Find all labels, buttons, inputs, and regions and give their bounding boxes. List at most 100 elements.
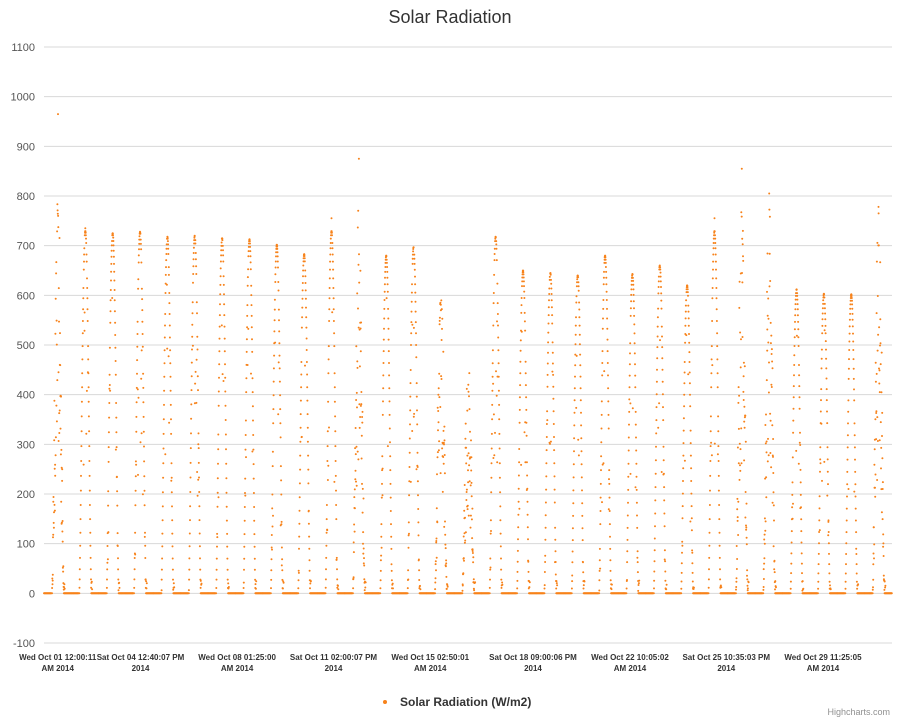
data-point (408, 494, 411, 497)
credits-link[interactable]: Highcharts.com (827, 707, 890, 717)
data-point (381, 482, 383, 485)
data-point (470, 495, 473, 498)
data-point (407, 521, 410, 524)
data-point (737, 500, 740, 503)
data-point (276, 247, 279, 250)
data-point (361, 410, 364, 413)
data-point (793, 328, 796, 331)
data-point (81, 386, 84, 389)
data-point (544, 501, 547, 504)
data-point (389, 441, 391, 444)
data-point (272, 408, 275, 411)
data-point (800, 541, 803, 544)
data-point (574, 353, 577, 356)
data-point (223, 337, 226, 340)
data-point (244, 477, 247, 480)
data-point (353, 530, 356, 533)
data-point (765, 379, 768, 382)
legend[interactable]: Solar Radiation (W/m2) (383, 695, 531, 709)
data-point (790, 552, 793, 555)
data-point (390, 535, 393, 538)
data-point (528, 581, 531, 584)
data-point (251, 350, 254, 353)
data-point (252, 477, 255, 480)
data-point (882, 533, 885, 536)
data-point (57, 287, 60, 290)
data-point (300, 435, 303, 438)
data-point (244, 448, 247, 451)
data-point (198, 505, 201, 508)
data-point (518, 408, 521, 411)
data-point (136, 333, 139, 335)
data-point (874, 495, 877, 498)
data-point (134, 504, 137, 507)
data-point (388, 427, 391, 430)
data-point (552, 423, 555, 425)
legend-item-label[interactable]: Solar Radiation (W/m2) (400, 695, 531, 709)
data-point (685, 334, 688, 337)
data-point (305, 337, 308, 340)
data-point (215, 557, 218, 560)
data-point (684, 304, 687, 307)
data-point (715, 297, 718, 300)
data-point (277, 361, 280, 364)
data-point (333, 332, 336, 335)
data-point (607, 427, 610, 430)
data-point (881, 457, 884, 460)
data-point (444, 520, 446, 523)
data-point (743, 405, 746, 408)
data-point (527, 570, 530, 573)
data-point (61, 468, 64, 471)
data-point (408, 466, 411, 468)
data-point (825, 388, 828, 391)
data-point (855, 563, 858, 566)
data-point (719, 584, 722, 587)
data-point (415, 344, 418, 346)
data-point (793, 364, 796, 366)
data-point (874, 361, 877, 364)
data-point (691, 571, 694, 574)
data-point (710, 386, 713, 389)
data-point (663, 558, 666, 561)
data-point (738, 478, 741, 481)
data-point (773, 519, 775, 522)
data-point (79, 518, 82, 521)
data-point (328, 308, 331, 311)
data-point (390, 547, 393, 550)
data-point (660, 286, 662, 288)
data-point (412, 326, 415, 329)
data-point (856, 587, 859, 590)
data-point (690, 505, 693, 508)
data-point (555, 587, 558, 590)
data-point (246, 276, 249, 279)
data-point (108, 384, 111, 386)
data-point (411, 323, 414, 326)
data-point (166, 237, 169, 240)
data-point (83, 253, 86, 256)
data-point (440, 339, 443, 341)
data-point (662, 459, 665, 462)
data-point (497, 336, 500, 339)
y-tick-label: 500 (17, 340, 35, 352)
data-point (53, 509, 56, 512)
data-point (682, 417, 685, 420)
y-tick-label: 1000 (11, 92, 35, 104)
data-point (385, 255, 388, 258)
data-point (711, 297, 714, 300)
data-point (581, 539, 584, 542)
data-point (436, 456, 439, 459)
data-point (683, 371, 686, 374)
data-point (765, 413, 767, 416)
data-point (820, 388, 823, 391)
data-point (352, 541, 355, 544)
data-point (689, 393, 691, 396)
data-point (389, 482, 392, 485)
data-point (716, 332, 719, 335)
data-point (548, 275, 551, 278)
data-point (363, 564, 366, 567)
data-point (167, 253, 170, 255)
data-point (139, 238, 142, 241)
data-point (331, 247, 334, 250)
data-point (552, 397, 555, 400)
data-point (249, 268, 252, 271)
